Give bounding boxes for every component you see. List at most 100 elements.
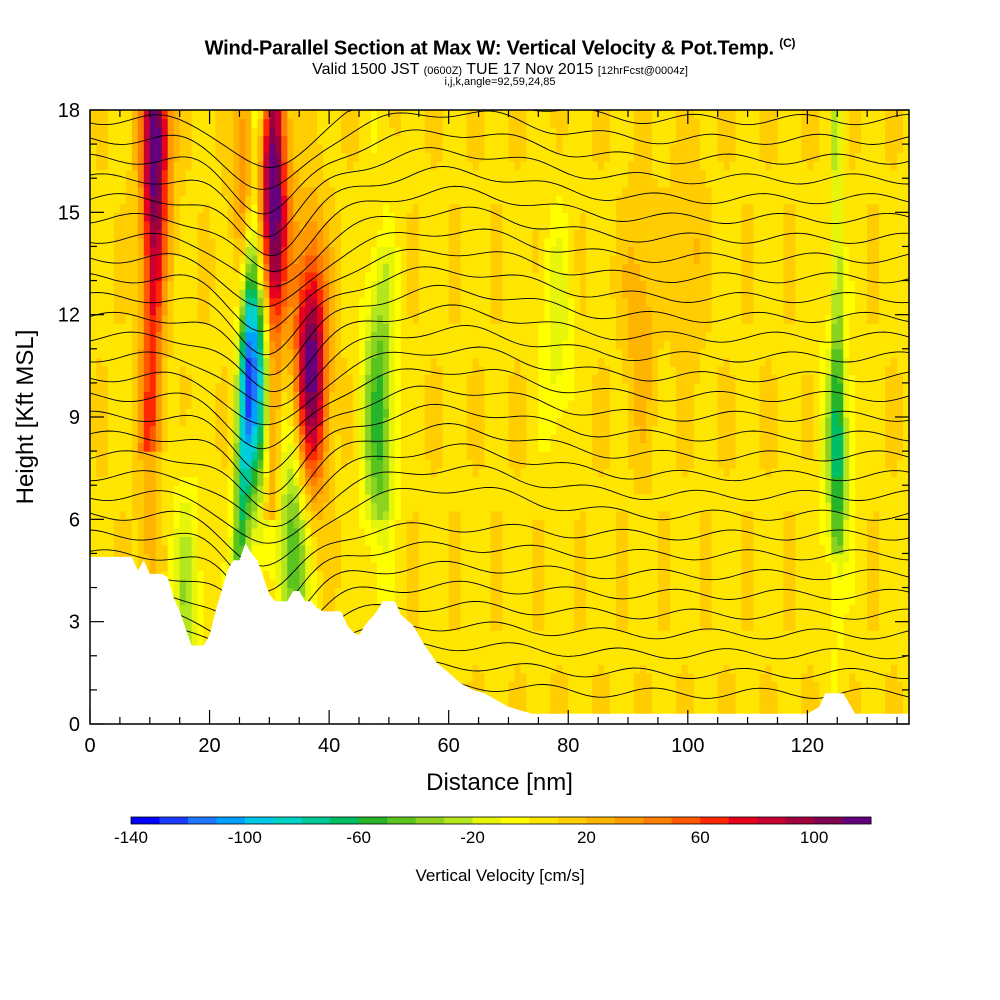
velocity-cell — [95, 399, 103, 410]
velocity-cell — [376, 152, 384, 162]
velocity-cell — [257, 468, 264, 478]
velocity-cell — [269, 280, 276, 290]
velocity-cell — [364, 579, 372, 589]
velocity-cell — [466, 297, 474, 307]
velocity-cell — [460, 655, 468, 665]
velocity-cell — [299, 587, 306, 597]
velocity-cell — [347, 399, 354, 410]
velocity-cell — [179, 613, 187, 623]
velocity-cell — [364, 587, 372, 597]
velocity-cell — [233, 451, 241, 461]
velocity-cell — [269, 408, 276, 418]
velocity-cell — [125, 297, 133, 307]
velocity-cell — [233, 289, 241, 299]
velocity-cell — [353, 306, 360, 316]
velocity-cell — [400, 434, 408, 444]
velocity-cell — [406, 297, 414, 307]
velocity-cell — [323, 152, 330, 162]
velocity-cell — [251, 161, 258, 171]
velocity-cell — [131, 272, 139, 282]
velocity-cell — [478, 621, 486, 631]
velocity-cell — [125, 425, 133, 435]
velocity-cell — [323, 229, 330, 239]
velocity-cell — [137, 527, 145, 537]
velocity-cell — [335, 519, 342, 529]
velocity-cell — [143, 263, 151, 273]
velocity-cell — [317, 203, 324, 213]
velocity-cell — [113, 468, 121, 478]
velocity-cell — [293, 536, 300, 546]
velocity-cell — [101, 468, 109, 478]
velocity-cell — [90, 212, 97, 222]
velocity-cell — [436, 570, 444, 580]
velocity-cell — [287, 493, 294, 503]
velocity-cell — [460, 638, 468, 648]
velocity-cell — [221, 382, 229, 393]
velocity-cell — [281, 331, 288, 341]
velocity-cell — [149, 468, 157, 478]
velocity-cell — [245, 442, 253, 452]
velocity-cell — [209, 417, 217, 427]
velocity-cell — [478, 135, 486, 145]
velocity-cell — [466, 382, 474, 393]
velocity-cell — [317, 357, 324, 367]
velocity-cell — [400, 570, 408, 580]
velocity-cell — [149, 476, 157, 486]
velocity-cell — [233, 510, 241, 520]
velocity-cell — [131, 118, 139, 128]
velocity-cell — [484, 502, 492, 512]
velocity-cell — [353, 246, 360, 256]
velocity-cell — [161, 459, 169, 469]
velocity-cell — [185, 485, 193, 495]
velocity-cell — [490, 672, 498, 682]
velocity-cell — [376, 178, 384, 188]
velocity-cell — [197, 434, 205, 444]
velocity-cell — [406, 280, 414, 290]
velocity-cell — [131, 306, 139, 316]
velocity-cell — [191, 331, 199, 341]
velocity-cell — [293, 220, 300, 230]
velocity-cell — [287, 485, 294, 495]
velocity-cell — [490, 408, 498, 418]
velocity-cell — [143, 212, 151, 222]
velocity-cell — [400, 596, 408, 606]
velocity-cell — [257, 118, 264, 128]
velocity-cell — [167, 451, 175, 461]
velocity-cell — [293, 306, 300, 316]
velocity-cell — [299, 561, 306, 572]
velocity-cell — [353, 203, 360, 213]
velocity-cell — [394, 553, 402, 563]
velocity-cell — [233, 544, 241, 555]
velocity-cell — [173, 596, 181, 606]
velocity-cell — [299, 280, 306, 290]
velocity-cell — [376, 323, 384, 333]
velocity-cell — [275, 493, 282, 503]
velocity-cell — [353, 331, 360, 341]
velocity-cell — [179, 110, 187, 120]
velocity-cell — [347, 365, 354, 375]
velocity-cell — [418, 186, 426, 196]
velocity-cell — [388, 357, 396, 367]
velocity-cell — [239, 118, 247, 128]
velocity-cell — [233, 127, 241, 137]
velocity-cell — [311, 425, 318, 435]
velocity-cell — [215, 212, 223, 222]
velocity-cell — [287, 254, 294, 265]
velocity-cell — [436, 178, 444, 188]
velocity-cell — [353, 323, 360, 333]
velocity-cell — [454, 399, 462, 410]
velocity-cell — [484, 485, 492, 495]
velocity-cell — [430, 459, 438, 469]
velocity-cell — [227, 527, 235, 537]
velocity-cell — [90, 391, 97, 401]
velocity-cell — [364, 425, 372, 435]
velocity-cell — [448, 544, 456, 555]
velocity-cell — [119, 519, 127, 529]
velocity-cell — [370, 289, 378, 299]
velocity-cell — [364, 161, 372, 171]
velocity-cell — [412, 314, 420, 324]
velocity-cell — [101, 493, 109, 503]
velocity-cell — [448, 638, 456, 648]
velocity-cell — [287, 544, 294, 555]
